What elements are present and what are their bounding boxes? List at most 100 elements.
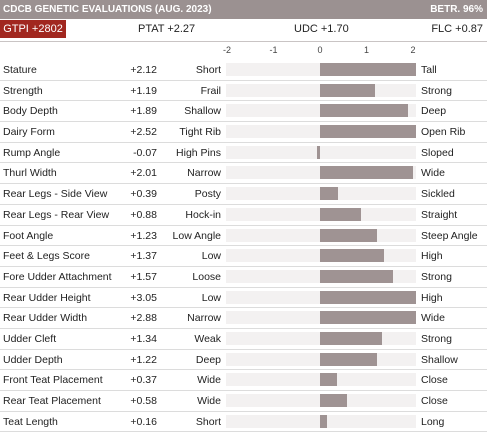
high-label: Wide <box>421 312 445 325</box>
trait-bar <box>320 311 416 325</box>
bar-track <box>226 83 416 97</box>
trait-name: Feet & Legs Score <box>3 250 90 263</box>
trait-value: +3.05 <box>130 291 157 304</box>
scale-tick: -2 <box>222 45 232 55</box>
index-summary: GTPI +2802 PTAT +2.27 UDC +1.70 FLC +0.8… <box>0 19 487 42</box>
trait-name: Body Depth <box>3 105 58 118</box>
bar-track <box>226 249 416 263</box>
trait-value: +0.88 <box>130 208 157 221</box>
trait-row: Body Depth +1.89 Shallow Deep <box>0 101 487 123</box>
trait-name: Udder Depth <box>3 353 63 366</box>
bar-track <box>226 290 416 304</box>
trait-value: +1.22 <box>130 353 157 366</box>
bar-track <box>226 166 416 180</box>
trait-bar <box>320 269 393 283</box>
low-label: Short <box>195 64 221 76</box>
trait-bar <box>320 187 339 201</box>
trait-bar <box>320 125 416 139</box>
low-label: Weak <box>194 332 221 345</box>
trait-bar <box>320 207 361 221</box>
trait-row: Rear Teat Placement +0.58 Wide Close <box>0 391 487 412</box>
trait-bar <box>320 249 384 263</box>
low-label: Low Angle <box>172 229 221 242</box>
high-label: Close <box>421 374 448 387</box>
trait-name: Foot Angle <box>3 229 54 242</box>
trait-name: Stature <box>3 64 37 76</box>
low-label: Hock-in <box>185 208 221 221</box>
trait-name: Dairy Form <box>3 126 55 139</box>
udc-value: UDC +1.70 <box>294 23 349 35</box>
bar-track <box>226 207 416 221</box>
scale-tick: 1 <box>363 45 370 55</box>
trait-value: +2.12 <box>130 64 157 76</box>
trait-value: -0.07 <box>133 146 157 159</box>
trait-value: +1.57 <box>130 270 157 283</box>
trait-name: Front Teat Placement <box>3 374 103 387</box>
trait-row: Rear Legs - Rear View +0.88 Hock-in Straigh… <box>0 205 487 226</box>
trait-value: +0.16 <box>130 415 157 428</box>
trait-value: +1.23 <box>130 229 157 242</box>
bar-track <box>226 145 416 159</box>
trait-row: Foot Angle +1.23 Low Angle Steep Angle <box>0 226 487 247</box>
trait-value: +2.01 <box>130 167 157 180</box>
low-label: Tight Rib <box>179 126 221 139</box>
low-label: Shallow <box>184 105 221 118</box>
trait-row: Stature +2.12 Short Tall <box>0 60 487 81</box>
high-label: Straight <box>421 208 458 221</box>
trait-row: Feet & Legs Score +1.37 Low High <box>0 246 487 267</box>
trait-row: Rear Udder Width +2.88 Narrow Wide <box>0 308 487 329</box>
trait-bar <box>320 104 408 118</box>
trait-value: +1.37 <box>130 250 157 263</box>
bar-track <box>226 187 416 201</box>
scale-tick: -1 <box>269 45 278 55</box>
trait-value: +1.34 <box>130 332 157 345</box>
trait-name: Udder Cleft <box>3 332 57 345</box>
trait-row: Fore Udder Attachment +1.57 Loose Strong <box>0 267 487 288</box>
low-label: Short <box>195 415 221 428</box>
low-label: Narrow <box>187 167 221 180</box>
high-label: Tall <box>421 64 437 76</box>
trait-bar <box>320 228 378 242</box>
low-label: Wide <box>197 395 221 407</box>
low-label: Low <box>201 291 221 304</box>
trait-name: Rear Teat Placement <box>3 395 101 407</box>
bar-track <box>226 125 416 139</box>
high-label: Wide <box>421 167 445 180</box>
bar-track <box>226 394 416 407</box>
trait-row: Strength +1.19 Frail Strong <box>0 81 487 102</box>
gtpi-badge: GTPI +2802 <box>0 20 66 38</box>
trait-row: Dairy Form +2.52 Tight Rib Open Rib <box>0 122 487 143</box>
trait-value: +2.52 <box>130 126 157 139</box>
scale-tick: 2 <box>410 45 416 55</box>
high-label: Open Rib <box>421 126 466 139</box>
trait-bar <box>320 352 377 366</box>
trait-list: Stature +2.12 Short Tall Strength +1.19 Frail S… <box>0 60 487 432</box>
trait-bar <box>320 373 338 387</box>
bar-track <box>226 63 416 76</box>
flc-value: FLC +0.87 <box>431 23 483 35</box>
low-label: Narrow <box>187 312 221 325</box>
low-label: Wide <box>197 374 221 387</box>
evaluations-header: CDCB GENETIC EVALUATIONS (AUG. 2023) BET… <box>0 0 487 19</box>
low-label: Posty <box>194 188 221 201</box>
scale-tick: 0 <box>317 45 323 55</box>
trait-name: Rear Legs - Side View <box>3 188 108 201</box>
trait-name: Fore Udder Attachment <box>3 270 112 283</box>
bar-track <box>226 228 416 242</box>
trait-value: +1.89 <box>130 105 157 118</box>
trait-name: Rear Udder Height <box>3 291 91 304</box>
trait-name: Rear Legs - Rear View <box>3 208 110 221</box>
trait-bar <box>316 145 320 159</box>
trait-name: Rear Udder Width <box>3 312 88 325</box>
bar-track <box>226 414 416 428</box>
reliability-label: BETR. 96% <box>430 4 483 15</box>
scale-axis: -2 -1 0 1 2 <box>0 42 487 60</box>
trait-name: Teat Length <box>3 415 58 428</box>
trait-row: Udder Depth +1.22 Deep Shallow <box>0 350 487 371</box>
trait-bar <box>320 63 416 76</box>
bar-track <box>226 331 416 345</box>
trait-bar <box>320 166 414 180</box>
trait-value: +0.58 <box>130 395 157 407</box>
trait-name: Strength <box>3 84 43 97</box>
trait-bar <box>320 414 328 428</box>
